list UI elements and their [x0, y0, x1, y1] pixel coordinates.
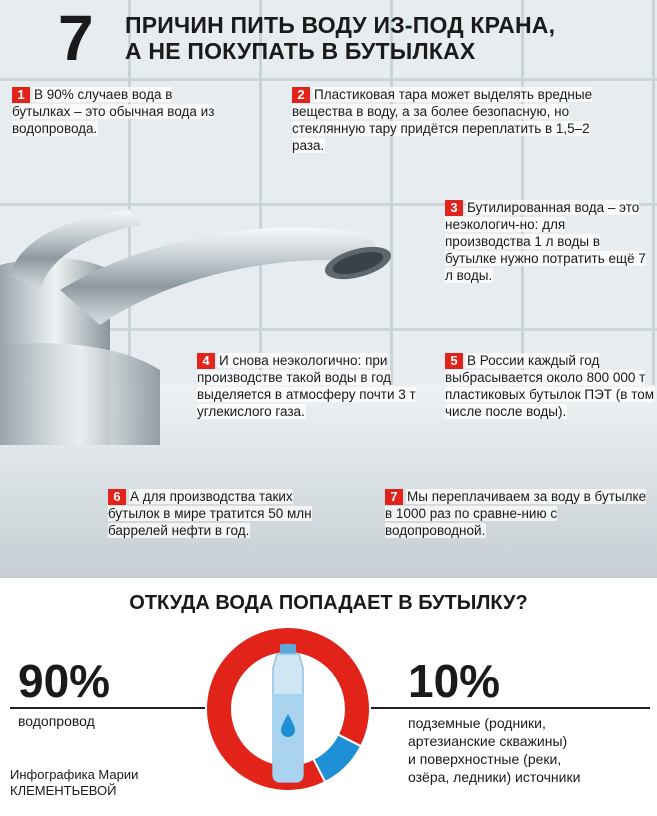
reason-text: Пластиковая тара может выделять вредные …	[292, 87, 593, 153]
reason-number-badge: 6	[108, 489, 126, 505]
faucet-illustration	[0, 210, 392, 445]
right-percent: 10%	[408, 655, 501, 707]
reason-text: В 90% случаев вода в бутылках – это обыч…	[12, 87, 215, 136]
reason-text: В России каждый год выбрасывается около …	[445, 353, 655, 419]
title-number: 7	[58, 2, 94, 74]
reason-text: И снова неэкологично: при производстве т…	[197, 353, 416, 419]
title-line-1: ПРИЧИН ПИТЬ ВОДУ ИЗ-ПОД КРАНА,	[125, 12, 556, 38]
left-percent: 90%	[18, 655, 111, 707]
reason-2: 2 Пластиковая тара может выделять вредные…	[292, 86, 622, 154]
credit-line-2: КЛЕМЕНТЬЕВОЙ	[10, 783, 117, 798]
page-title: ПРИЧИН ПИТЬ ВОДУ ИЗ-ПОД КРАНА, А НЕ ПОКУ…	[125, 12, 555, 64]
left-percent-label: водопровод	[18, 713, 95, 729]
reason-number-badge: 3	[445, 200, 463, 216]
reason-number-badge: 4	[197, 353, 215, 369]
reason-number-badge: 1	[12, 87, 30, 103]
credit-line-1: Инфографика Марии	[10, 767, 139, 782]
reason-3: 3 Бутилированная вода – это неэкологич-но…	[445, 199, 650, 284]
right-label-line: артезианские скважины)	[408, 733, 568, 749]
chart-title: ОТКУДА ВОДА ПОПАДАЕТ В БУТЫЛКУ?	[129, 592, 528, 614]
reason-text: А для производства таких бутылок в мире …	[108, 489, 312, 538]
right-label-line: и поверхностные (реки,	[408, 751, 562, 767]
credit: Инфографика Марии КЛЕМЕНТЬЕВОЙ	[10, 767, 138, 799]
right-label-line: подземные (родники,	[408, 715, 546, 731]
reason-7: 7 Мы переплачиваем за воду в бутылке в 10…	[385, 488, 655, 539]
reason-number-badge: 7	[385, 489, 403, 505]
reason-number-badge: 2	[292, 87, 310, 103]
reason-number-badge: 5	[445, 353, 463, 369]
reason-text: Бутилированная вода – это неэкологич-но:…	[445, 200, 646, 283]
right-divider-line	[355, 707, 650, 709]
donut-chart	[205, 626, 371, 792]
water-bottle-icon	[272, 644, 304, 783]
right-percent-label: подземные (родники, артезианские скважин…	[408, 714, 580, 786]
title-line-2: А НЕ ПОКУПАТЬ В БУТЫЛКАХ	[125, 38, 476, 64]
reason-text: Мы переплачиваем за воду в бутылке в 100…	[385, 489, 647, 538]
left-divider-line	[10, 707, 215, 709]
right-label-line: озёра, ледники) источники	[408, 769, 581, 785]
